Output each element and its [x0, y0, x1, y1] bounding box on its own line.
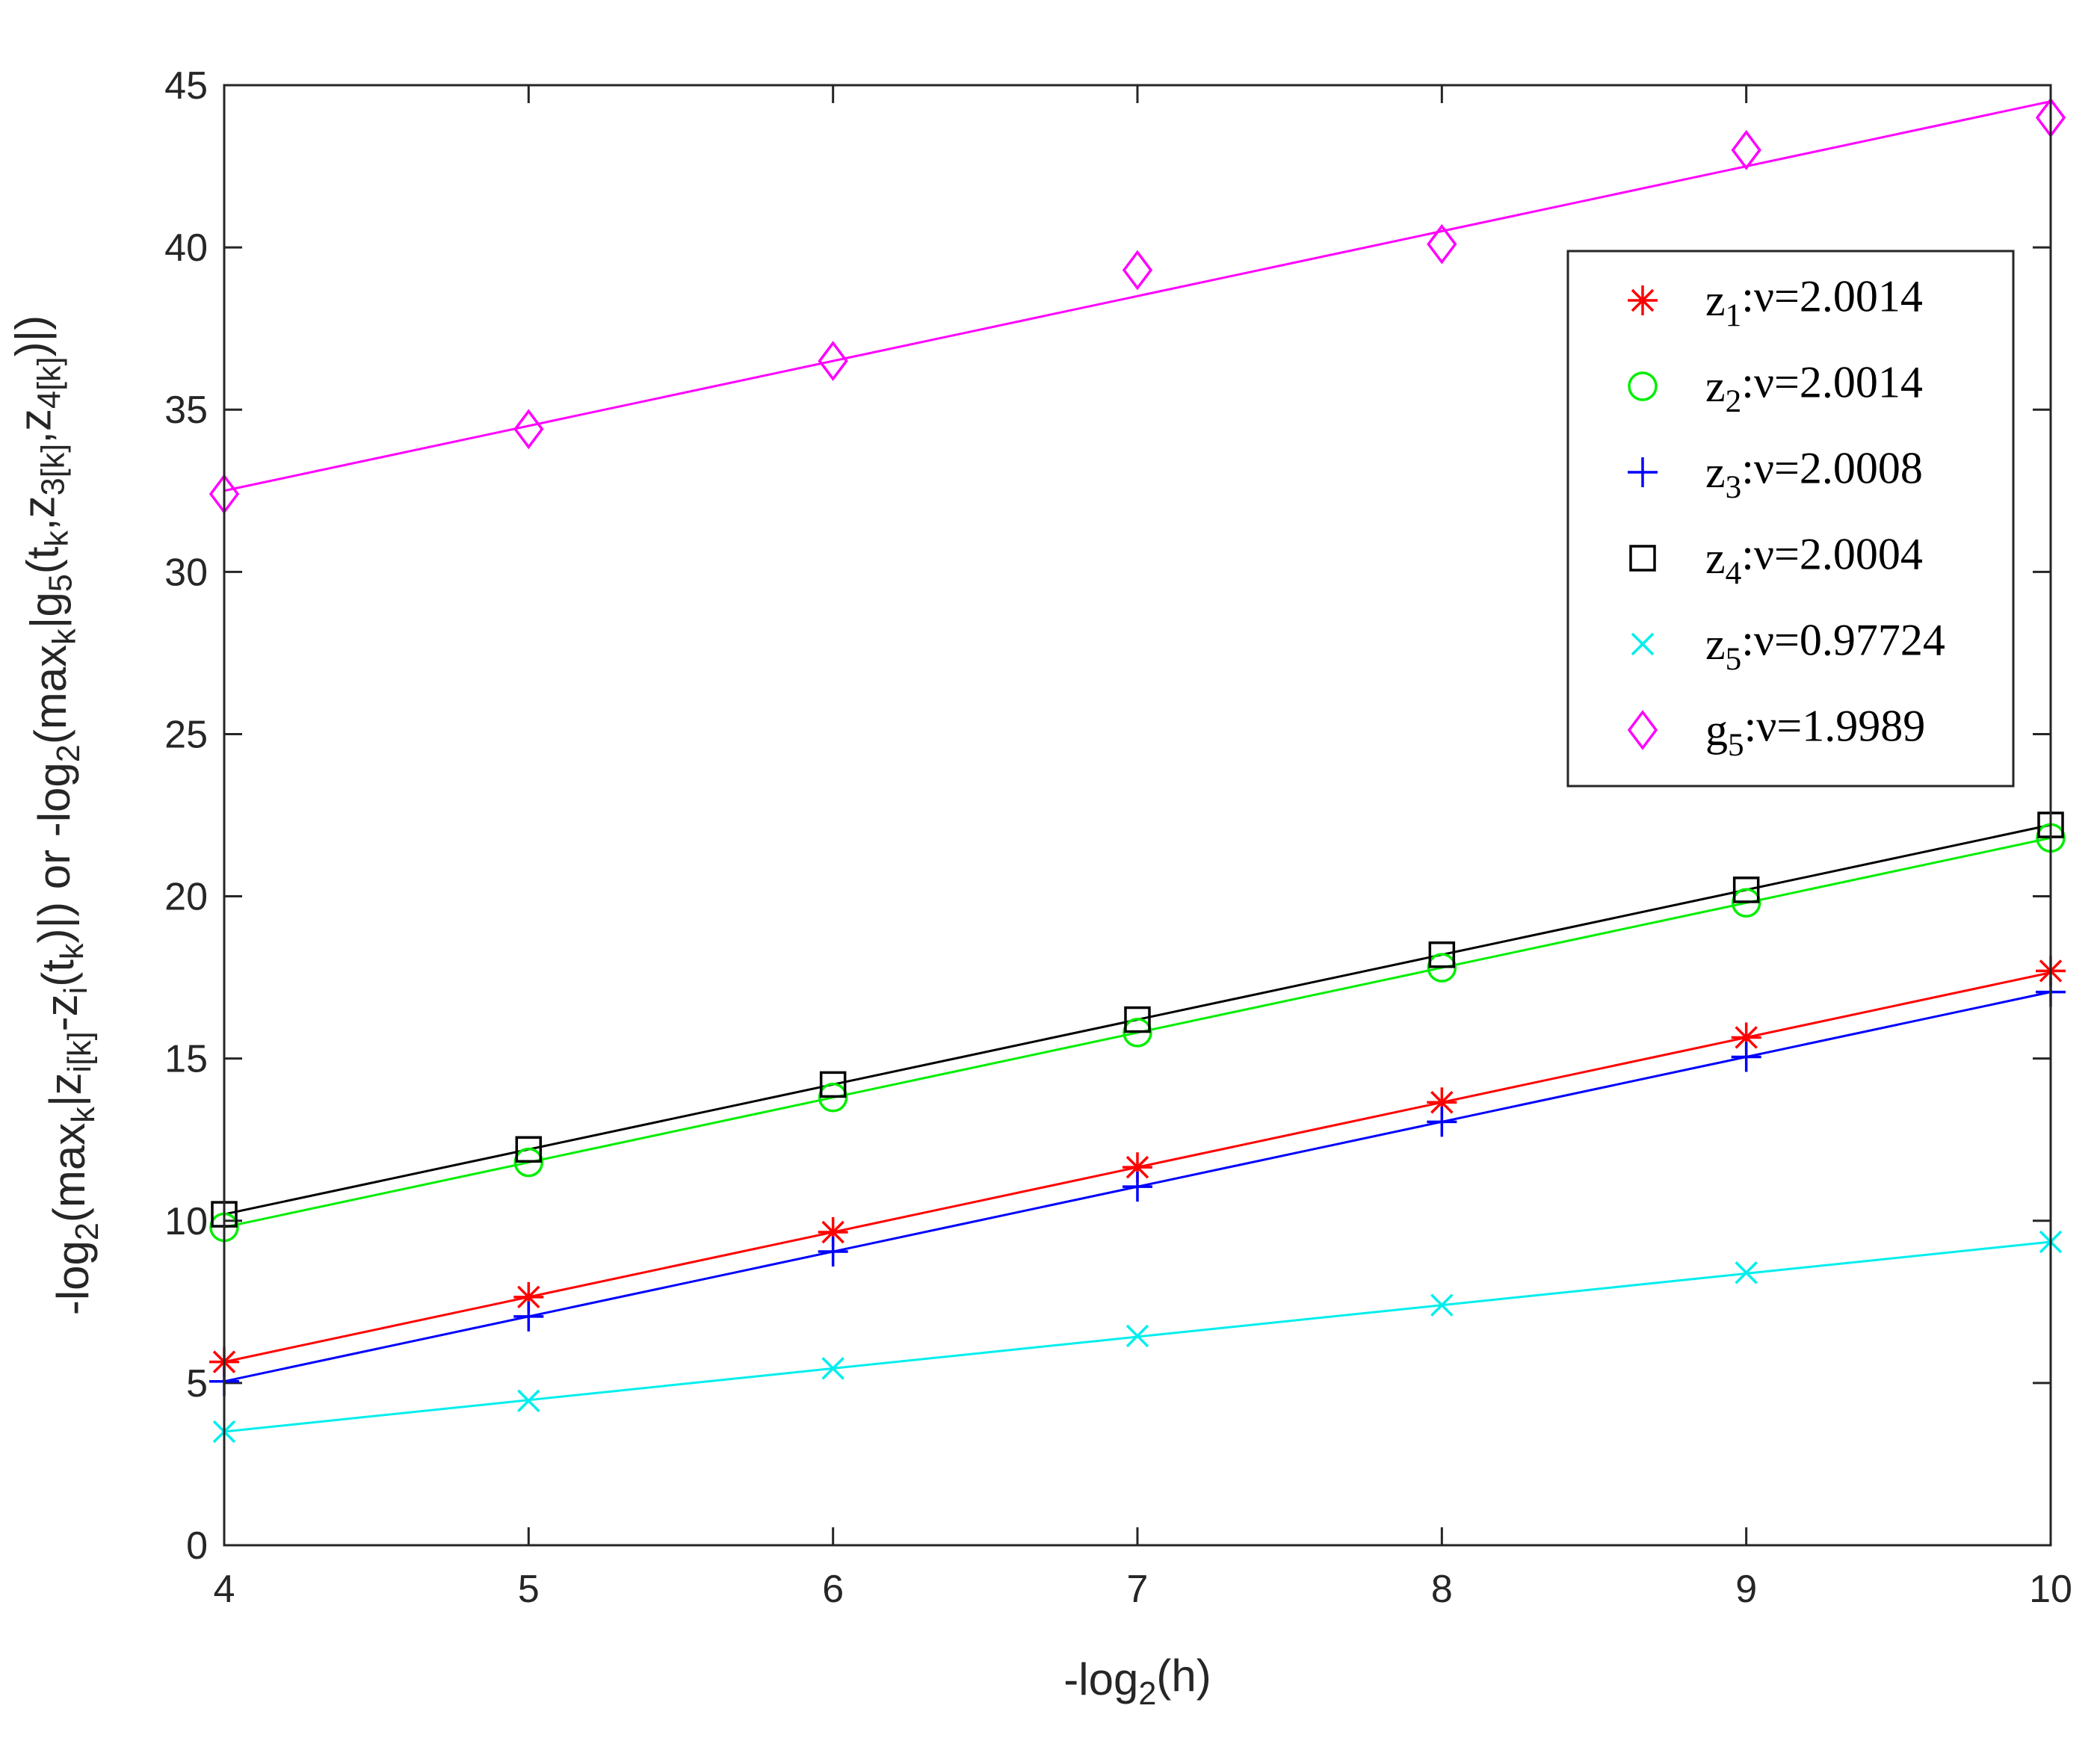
y-tick-label: 0: [186, 1524, 208, 1568]
legend-box: [1566, 250, 2015, 788]
data-point: [513, 1147, 544, 1178]
marker-diamond: [1427, 223, 1457, 265]
x-axis-label: -log2(h): [1063, 1651, 1211, 1712]
data-point: [818, 1083, 848, 1113]
x-tick-label: 7: [1127, 1568, 1149, 1611]
data-point: [513, 1301, 544, 1332]
legend-label: z2:ν=2.0014: [1705, 358, 1923, 419]
legend-label: z4:ν=2.0004: [1705, 530, 1923, 591]
marker-circle: [513, 1147, 544, 1178]
legend-label: z5:ν=0.97724: [1705, 616, 1945, 677]
marker-square: [819, 1071, 847, 1098]
data-point: [821, 1357, 844, 1380]
marker-x-b: [1735, 1261, 1758, 1284]
marker-diamond: [1122, 250, 1153, 291]
data-point: [1427, 223, 1457, 265]
plot-frame: [223, 84, 2052, 1547]
data-point: [1124, 1006, 1151, 1033]
legend-marker: [1629, 545, 1656, 572]
y-tick-label: 40: [164, 226, 208, 270]
marker-square: [1428, 941, 1456, 968]
legend-label: z3:ν=2.0008: [1705, 444, 1923, 505]
marker-ast-b: [1430, 1091, 1454, 1114]
x-tick-label: 6: [822, 1568, 844, 1611]
legend-marker: [1628, 457, 1658, 487]
x-tick-label: 4: [214, 1568, 235, 1611]
data-point: [818, 1216, 848, 1247]
y-tick-label: 15: [164, 1038, 208, 1081]
marker-circle: [818, 1083, 848, 1113]
data-point: [1735, 1261, 1758, 1284]
marker-square: [1124, 1006, 1151, 1033]
data-point: [1122, 1018, 1152, 1048]
data-point: [1122, 1172, 1152, 1202]
data-point: [1427, 1107, 1457, 1137]
data-point: [1427, 953, 1457, 983]
data-point: [819, 1071, 847, 1098]
legend-label: g5:ν=1.9989: [1705, 702, 1925, 763]
y-tick-label: 30: [164, 551, 208, 594]
y-tick-labels: 0 5 10 15 20 25 30 35 40 45: [164, 64, 208, 1568]
data-point: [1731, 1042, 1761, 1072]
x-tick-label: 5: [518, 1568, 540, 1611]
marker-x-b: [1631, 632, 1655, 656]
marker-x-b: [821, 1357, 844, 1380]
y-tick-label: 20: [164, 876, 208, 919]
y-tick-label: 10: [164, 1200, 208, 1243]
data-point: [1430, 1293, 1454, 1317]
data-point: [1732, 876, 1760, 903]
marker-x-b: [1125, 1324, 1149, 1348]
marker-diamond: [818, 341, 848, 382]
marker-square: [515, 1136, 543, 1163]
x-tick-label: 8: [1431, 1568, 1453, 1611]
marker-ast-b: [821, 1220, 844, 1244]
marker-circle: [1731, 888, 1761, 918]
marker-ast-b: [517, 1285, 540, 1309]
data-point: [1731, 129, 1761, 170]
data-point: [1122, 250, 1153, 291]
marker-square: [1629, 545, 1656, 572]
marker-circle: [1628, 371, 1658, 401]
marker-circle: [1427, 953, 1457, 983]
marker-x-b: [517, 1389, 540, 1413]
data-point: [513, 1281, 544, 1312]
marker-ast-b: [1735, 1026, 1758, 1049]
legend-marker: [1628, 285, 1658, 315]
marker-diamond: [1627, 710, 1658, 750]
y-tick-label: 35: [164, 389, 208, 432]
y-tick-label: 25: [164, 713, 208, 756]
legend-label: z1:ν=2.0014: [1705, 272, 1923, 333]
data-point: [818, 1237, 848, 1267]
data-point: [515, 1136, 543, 1163]
marker-x-b: [1430, 1293, 1454, 1317]
legend-marker: [1627, 710, 1658, 750]
marker-diamond: [513, 409, 544, 450]
y-tick-label: 5: [186, 1362, 208, 1406]
x-tick-label: 10: [2029, 1568, 2072, 1611]
x-tick-label: 9: [1735, 1568, 1757, 1611]
data-point: [818, 341, 848, 382]
y-tick-label: 45: [164, 64, 208, 108]
legend-marker: [1631, 632, 1655, 656]
marker-ast-b: [1125, 1155, 1149, 1179]
data-point: [517, 1389, 540, 1413]
y-axis-label: -log2(maxk|zi[k]-zi(tk)|) or -log2(maxk|…: [7, 315, 105, 1315]
data-point: [513, 409, 544, 450]
marker-square: [1732, 876, 1760, 903]
legend-marker: [1628, 371, 1658, 401]
marker-diamond: [1731, 129, 1761, 170]
legend: z1:ν=2.0014 z2:ν=2.0014 z3:ν=2.0008 z4:ν=2.…: [1566, 250, 2015, 788]
data-point: [1731, 888, 1761, 918]
marker-ast-b: [1631, 288, 1655, 312]
data-point: [1428, 941, 1456, 968]
x-tick-labels: 4 5 6 7 8 9 10: [214, 1568, 2072, 1611]
data-point: [1125, 1324, 1149, 1348]
marker-circle: [1122, 1018, 1152, 1048]
